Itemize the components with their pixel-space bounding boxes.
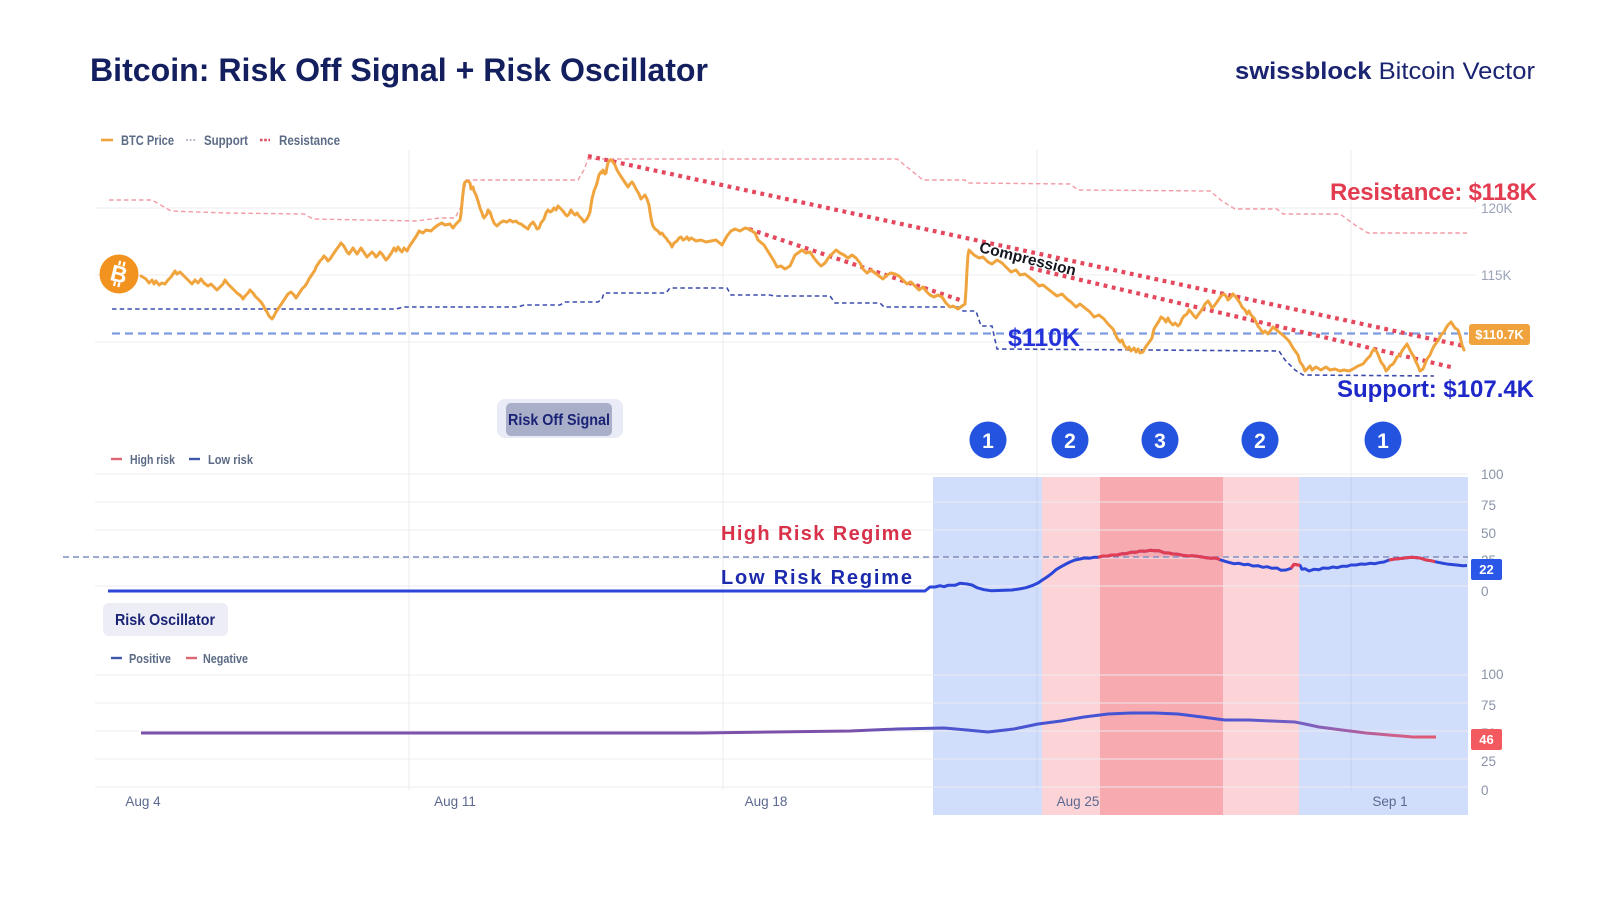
svg-text:120K: 120K [1481,201,1513,216]
svg-text:0: 0 [1481,783,1489,798]
svg-text:Resistance: Resistance [279,133,340,148]
svg-text:1: 1 [1377,430,1389,453]
svg-text:BTC Price: BTC Price [121,133,174,148]
svg-text:Risk Oscillator: Risk Oscillator [115,612,215,629]
svg-text:2: 2 [1064,430,1076,453]
svg-text:22: 22 [1479,562,1493,577]
svg-text:115K: 115K [1481,268,1512,283]
svg-text:High Risk Regime: High Risk Regime [721,523,912,545]
svg-text:Resistance: $118K: Resistance: $118K [1330,179,1538,206]
svg-text:50: 50 [1481,526,1496,541]
svg-text:Support: Support [204,133,248,148]
svg-text:Risk Off Signal: Risk Off Signal [508,412,610,429]
svg-text:Negative: Negative [203,651,248,666]
svg-text:2: 2 [1254,430,1266,453]
svg-text:Low Risk Regime: Low Risk Regime [721,567,912,589]
svg-text:$110K: $110K [1008,324,1080,352]
svg-text:46: 46 [1479,732,1493,747]
svg-text:Sep 1: Sep 1 [1372,794,1407,809]
svg-text:100: 100 [1481,667,1504,682]
svg-text:25: 25 [1481,754,1496,769]
svg-text:0: 0 [1481,584,1489,599]
svg-text:1: 1 [982,430,994,453]
svg-text:B: B [108,259,130,288]
svg-text:Low risk: Low risk [208,452,254,467]
svg-text:75: 75 [1481,698,1496,713]
svg-text:Positive: Positive [129,651,171,666]
svg-text:Bitcoin: Risk Off Signal + Ris: Bitcoin: Risk Off Signal + Risk Oscillat… [90,52,708,88]
svg-text:High risk: High risk [130,452,176,467]
svg-text:Aug 25: Aug 25 [1057,794,1100,809]
svg-text:3: 3 [1154,430,1166,453]
svg-text:Aug 18: Aug 18 [745,794,788,809]
svg-text:Aug 11: Aug 11 [434,794,476,809]
svg-text:100: 100 [1481,467,1504,482]
svg-text:Support: $107.4K: Support: $107.4K [1337,376,1535,403]
svg-text:75: 75 [1481,498,1496,513]
svg-text:swissblock Bitcoin Vector: swissblock Bitcoin Vector [1235,58,1535,85]
svg-text:Aug 4: Aug 4 [125,794,161,809]
svg-text:$110.7K: $110.7K [1475,327,1524,342]
